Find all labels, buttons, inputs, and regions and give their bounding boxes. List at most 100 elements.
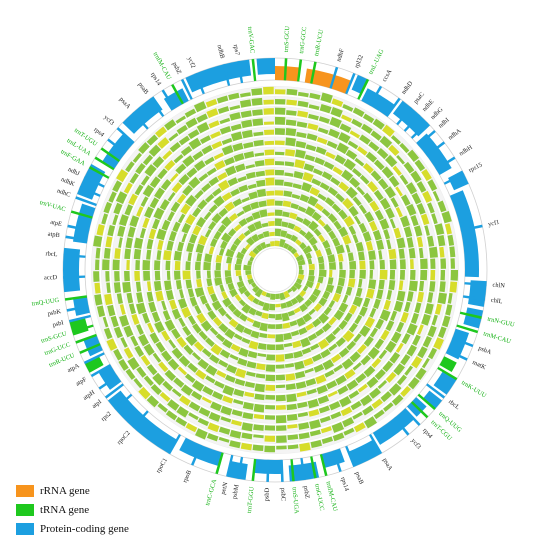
gene-block-protein (83, 334, 103, 357)
ring-segment (391, 394, 404, 406)
gene-tick (329, 66, 339, 89)
ring-segment (311, 178, 322, 187)
ring-segment (123, 325, 134, 338)
ring-segment (208, 412, 221, 422)
ring-segment (182, 155, 195, 168)
ring-segment (450, 258, 455, 269)
gene-label: trnK-UUU (460, 379, 488, 399)
ring-segment (355, 372, 367, 384)
legend-item-protein: Protein-coding gene (16, 519, 176, 538)
gene-tick (67, 224, 90, 232)
ring-segment (158, 361, 169, 373)
ring-segment (333, 364, 343, 373)
ring-segment (308, 308, 316, 316)
gene-block-trna (439, 356, 457, 372)
ring-segment (165, 290, 175, 301)
ring-segment (259, 322, 268, 332)
ring-segment (290, 203, 300, 210)
gene-label: rps15 (468, 161, 484, 174)
ring-segment (286, 413, 298, 421)
ring-segment (295, 278, 303, 285)
ring-segment (248, 307, 257, 316)
ring-segment (371, 357, 382, 369)
ring-segment (390, 331, 402, 344)
ring-segment (176, 193, 187, 204)
ring-segment (208, 120, 220, 129)
ring-segment (185, 214, 196, 226)
ring-segment (241, 422, 253, 432)
ring-segment (275, 179, 284, 186)
ring-segment (168, 230, 177, 242)
ring-segment (243, 229, 251, 237)
ring-segment (194, 305, 202, 315)
ring-segment (157, 168, 168, 180)
ring-segment (112, 259, 120, 270)
ring-segment (318, 297, 328, 307)
ring-segment (305, 144, 317, 152)
ring-segment (204, 229, 212, 238)
ring-segment (146, 364, 158, 376)
ring-segment (392, 165, 402, 176)
ring-segment (416, 203, 426, 215)
ring-segment (238, 285, 248, 295)
ring-segment (308, 270, 315, 276)
ring-segment (343, 312, 353, 323)
ring-segment (135, 162, 146, 175)
ring-segment (410, 312, 419, 325)
ring-segment (424, 303, 434, 315)
ring-segment (115, 191, 128, 204)
ring-segment (283, 332, 292, 341)
ring-segment (236, 280, 245, 289)
ring-segment (276, 435, 287, 443)
ring-segment (339, 261, 343, 270)
ring-segment (283, 290, 291, 299)
ring-segment (213, 195, 225, 208)
ring-segment (410, 270, 416, 281)
ring-segment (354, 157, 365, 167)
ring-segment (249, 201, 260, 210)
ring-segment (406, 237, 414, 248)
ring-segment (319, 415, 331, 424)
ring-segment (369, 270, 373, 279)
ring-segment (140, 355, 151, 367)
ring-segment (185, 279, 193, 289)
gene-tick (79, 343, 101, 355)
ring-segment (180, 384, 194, 396)
ring-segment (250, 330, 260, 339)
ring-segment (339, 123, 352, 133)
ring-segment (164, 319, 176, 332)
ring-segment (316, 136, 328, 145)
gene-label: ndhH (458, 144, 474, 158)
ring-segment (247, 350, 258, 359)
ring-segment (230, 123, 242, 131)
ring-segment (287, 310, 296, 317)
ring-segment (230, 243, 238, 252)
ring-segment (233, 237, 242, 247)
ring-segment (296, 131, 307, 139)
ring-segment (301, 347, 312, 355)
ring-segment (142, 154, 154, 166)
ring-segment (303, 231, 314, 241)
ring-segment (360, 354, 371, 366)
ring-segment (328, 262, 337, 270)
ring-segment (317, 276, 324, 284)
ring-segment (315, 249, 323, 258)
ring-segment (427, 325, 437, 338)
ring-segment (284, 172, 294, 177)
ring-segment (381, 166, 394, 179)
ring-segment (349, 270, 355, 279)
gene-tick (79, 185, 101, 197)
ring-segment (174, 270, 181, 280)
ring-segment (383, 402, 394, 412)
ring-segment (349, 351, 361, 363)
ring-segment (107, 224, 116, 237)
gene-block-protein (72, 296, 90, 316)
ring-segment (233, 388, 245, 397)
ring-segment (173, 154, 184, 164)
ring-segment (313, 228, 322, 237)
ring-segment (290, 234, 299, 243)
ring-segment (303, 357, 314, 367)
ring-segment (112, 214, 119, 226)
ring-segment (171, 388, 182, 398)
ring-segment (154, 321, 165, 333)
